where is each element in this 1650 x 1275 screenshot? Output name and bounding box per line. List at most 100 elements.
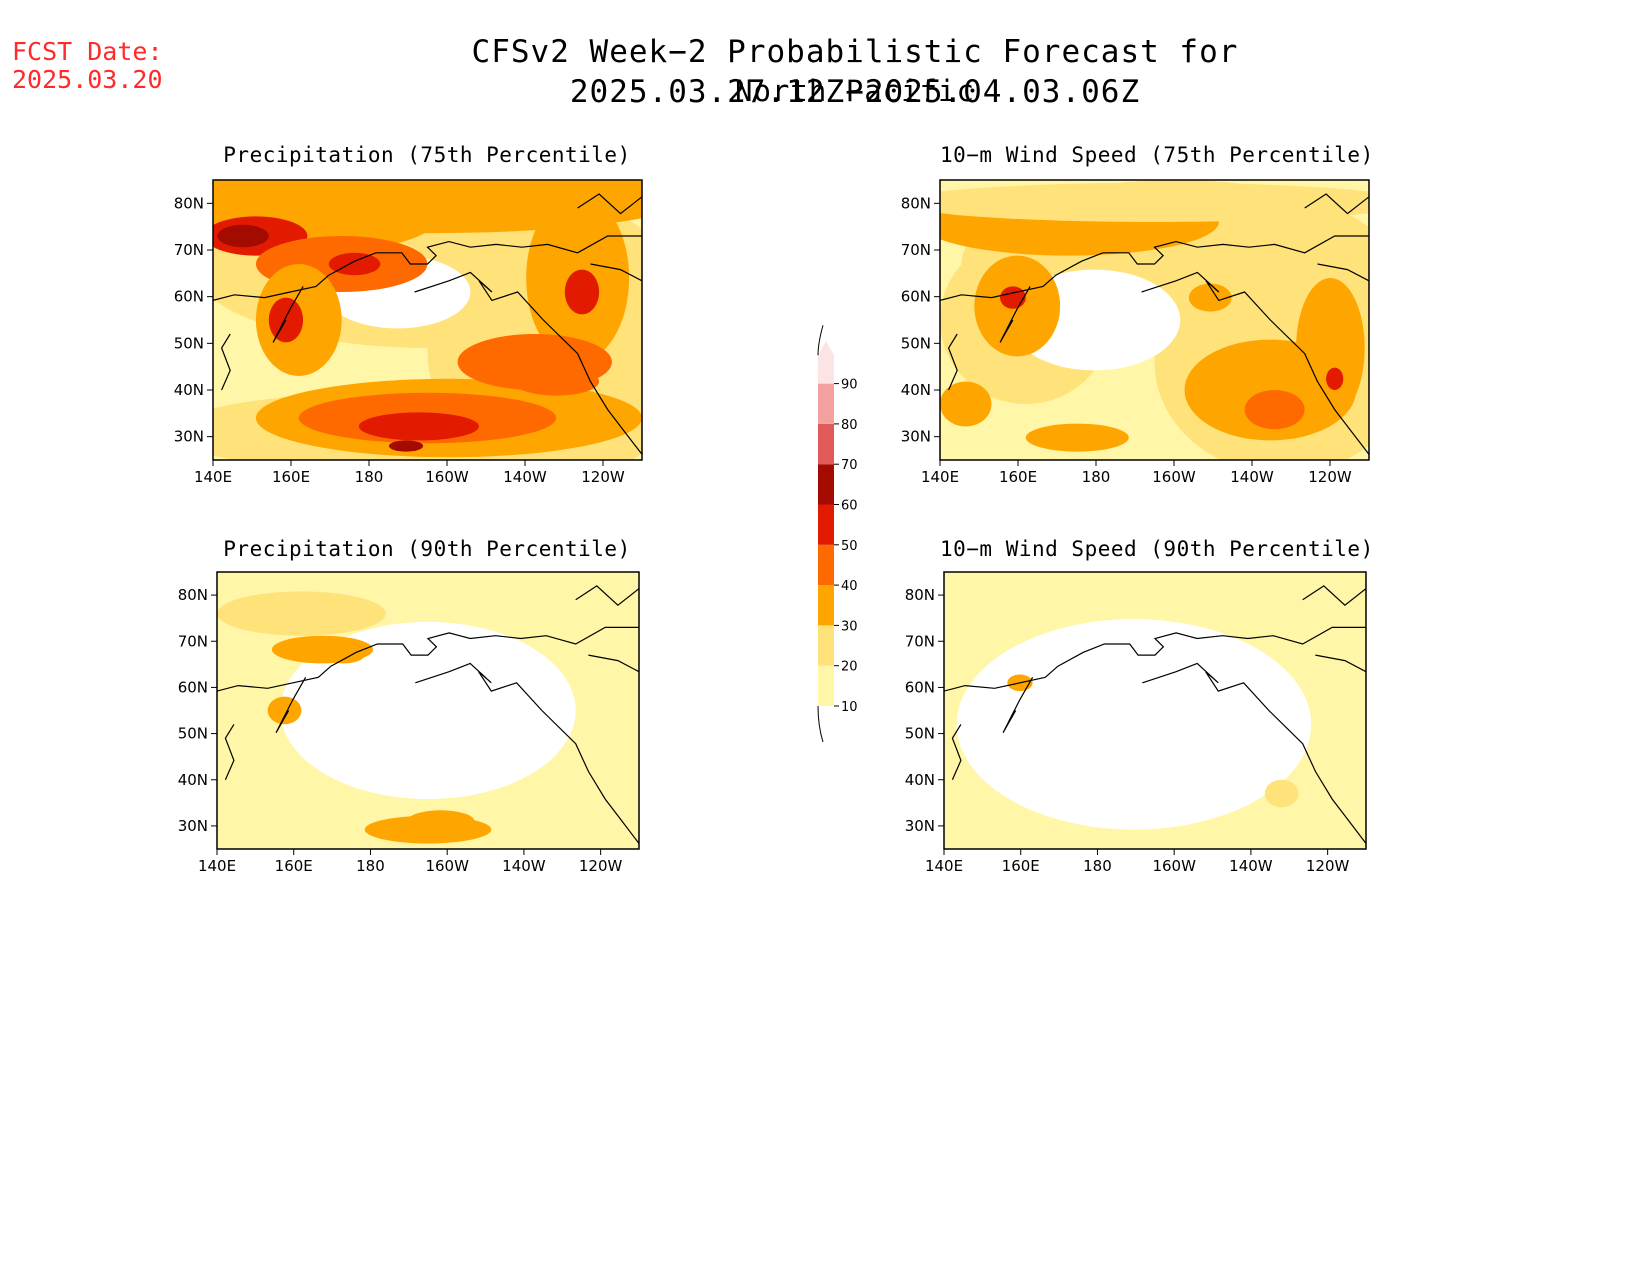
panel-title-precip-90: Precipitation (90th Percentile) xyxy=(223,537,631,561)
coastline xyxy=(1302,585,1366,606)
map-panel-precip-90: 80N 70N 60N 50N 40N 30N 140E 160E 180 160W 140W 120… xyxy=(178,571,640,875)
lat-tick-label: 80N xyxy=(174,194,204,212)
colorbar-swatch xyxy=(818,423,834,465)
lat-tick-label: 80N xyxy=(901,194,931,212)
lon-tick-label: 160W xyxy=(1152,857,1196,875)
coastline xyxy=(947,333,958,391)
coastline xyxy=(415,662,639,844)
panel-title-precip-75: Precipitation (75th Percentile) xyxy=(223,143,631,167)
lat-tick-label: 40N xyxy=(174,381,204,399)
probability-contour xyxy=(1326,367,1344,390)
probability-contour xyxy=(940,182,1369,222)
coastline xyxy=(999,286,1031,343)
panel-frame xyxy=(212,179,643,461)
lat-tick-label: 50N xyxy=(905,725,935,743)
colorbar-swatch xyxy=(818,665,834,706)
colorbar-swatch xyxy=(818,504,834,545)
lon-tick-label: 180 xyxy=(1083,857,1112,875)
lon-tick-label: 140W xyxy=(1229,857,1273,875)
coastline xyxy=(1304,193,1369,215)
lat-tick-label: 60N xyxy=(901,288,931,306)
lon-tick-label: 160W xyxy=(425,857,469,875)
lat-tick-label: 80N xyxy=(178,586,208,604)
coastline xyxy=(1141,271,1369,455)
probability-contour xyxy=(564,269,600,315)
colorbar: 10 20 30 40 50 60 70 80 90 xyxy=(817,325,858,743)
map-panel-wind-90: 80N 70N 60N 50N 40N 30N 140E 160E 180 160W 140W 120… xyxy=(905,571,1367,875)
lat-tick-label: 60N xyxy=(174,288,204,306)
lon-tick-label: 180 xyxy=(355,468,384,486)
lon-tick-label: 120W xyxy=(1306,857,1350,875)
probability-contour xyxy=(1188,283,1232,312)
probability-contour xyxy=(322,646,365,664)
lon-tick-label: 140W xyxy=(1230,468,1274,486)
probability-contour xyxy=(358,412,479,441)
lon-tick-label: 160E xyxy=(999,468,1037,486)
fcst-date-block: FCST Date: 2025.03.20 xyxy=(12,38,163,94)
probability-contour xyxy=(388,440,424,452)
lon-tick-label: 140E xyxy=(925,857,963,875)
colorbar-label: 50 xyxy=(841,539,858,554)
lon-tick-label: 120W xyxy=(579,857,623,875)
probability-contour xyxy=(217,224,269,248)
lat-tick-label: 50N xyxy=(901,334,931,352)
lat-tick-label: 50N xyxy=(178,725,208,743)
page-title: CFSv2 Week−2 Probabilistic Forecast for … xyxy=(471,34,1239,110)
fcst-date-value: 2025.03.20 xyxy=(12,65,163,94)
lon-tick-label: 160E xyxy=(275,857,313,875)
coastline xyxy=(1002,677,1034,733)
colorbar-swatch xyxy=(818,341,834,384)
probability-contour xyxy=(1000,286,1026,309)
coastline xyxy=(1317,263,1369,282)
panel-frame xyxy=(939,179,1370,461)
colorbar-label: 60 xyxy=(841,499,858,514)
coastline xyxy=(940,235,1369,301)
lat-tick-label: 70N xyxy=(905,632,935,650)
probability-contour xyxy=(406,810,475,833)
lon-tick-label: 120W xyxy=(581,468,625,486)
colorbar-label: 40 xyxy=(841,579,858,594)
lat-tick-label: 30N xyxy=(901,428,931,446)
colorbar-tip xyxy=(818,706,834,742)
colorbar-label: 90 xyxy=(841,378,858,393)
lon-tick-label: 140W xyxy=(502,857,546,875)
lat-tick-label: 60N xyxy=(178,678,208,696)
coastline xyxy=(217,626,639,692)
colorbar-label: 70 xyxy=(841,458,858,473)
lat-tick-label: 70N xyxy=(178,632,208,650)
lon-tick-label: 160E xyxy=(1002,857,1040,875)
probability-contour xyxy=(513,367,600,396)
colorbar-swatch xyxy=(818,464,834,505)
coastline xyxy=(944,626,1366,692)
panel-title-wind-90: 10−m Wind Speed (90th Percentile) xyxy=(940,537,1374,561)
lon-tick-label: 140W xyxy=(503,468,547,486)
lon-tick-label: 160W xyxy=(425,468,469,486)
coastline xyxy=(577,193,642,215)
coastline xyxy=(224,724,235,781)
lon-tick-label: 140E xyxy=(921,468,959,486)
lat-tick-label: 50N xyxy=(174,334,204,352)
map-panel-wind-75: 80N 70N 60N 50N 40N 30N 140E 160E 180 160W 140W 120… xyxy=(901,179,1370,486)
lon-tick-label: 160E xyxy=(272,468,310,486)
lat-tick-label: 30N xyxy=(174,428,204,446)
colorbar-label: 10 xyxy=(841,700,858,715)
lat-tick-label: 70N xyxy=(901,241,931,259)
probability-contour xyxy=(268,297,304,343)
colorbar-swatch xyxy=(818,625,834,666)
colorbar-swatch xyxy=(818,383,834,424)
probability-contour xyxy=(1025,423,1129,452)
probability-contour xyxy=(940,381,992,427)
coastline xyxy=(414,271,642,455)
fcst-date-label: FCST Date: xyxy=(12,37,163,66)
lat-tick-label: 80N xyxy=(905,586,935,604)
lat-tick-label: 30N xyxy=(905,817,935,835)
lon-tick-label: 180 xyxy=(1082,468,1111,486)
coastline xyxy=(1142,662,1366,844)
region-subtitle: North Pacific xyxy=(735,74,975,108)
panel-title-wind-75: 10−m Wind Speed (75th Percentile) xyxy=(940,143,1374,167)
panel-frame xyxy=(943,571,1367,850)
lon-tick-label: 140E xyxy=(194,468,232,486)
lat-tick-label: 40N xyxy=(901,381,931,399)
colorbar-swatch xyxy=(818,585,834,626)
probability-contour xyxy=(217,591,386,636)
